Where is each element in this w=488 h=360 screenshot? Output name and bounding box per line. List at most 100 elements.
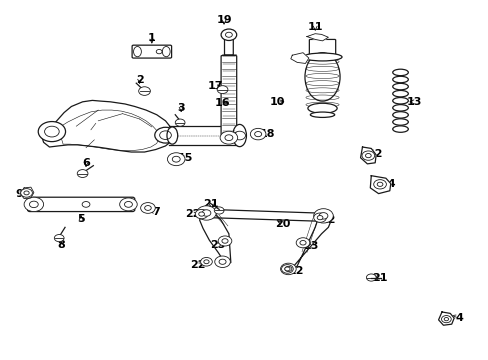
Circle shape xyxy=(299,240,305,245)
Circle shape xyxy=(175,119,184,126)
Circle shape xyxy=(285,266,291,271)
Text: 14: 14 xyxy=(380,179,395,189)
Circle shape xyxy=(214,256,230,267)
Ellipse shape xyxy=(232,125,246,147)
Ellipse shape xyxy=(310,112,334,117)
Text: 18: 18 xyxy=(260,129,275,139)
Ellipse shape xyxy=(392,119,407,125)
Ellipse shape xyxy=(305,53,339,101)
Circle shape xyxy=(155,127,176,143)
FancyBboxPatch shape xyxy=(221,55,236,135)
Circle shape xyxy=(202,210,210,216)
Circle shape xyxy=(254,131,261,137)
Circle shape xyxy=(224,135,232,141)
Text: 5: 5 xyxy=(77,215,85,224)
Text: 2: 2 xyxy=(136,75,143,85)
Ellipse shape xyxy=(392,76,407,83)
Text: 21: 21 xyxy=(203,199,219,210)
Circle shape xyxy=(144,206,151,210)
Text: 9: 9 xyxy=(15,189,23,199)
Circle shape xyxy=(313,213,326,222)
Ellipse shape xyxy=(392,84,407,90)
Circle shape xyxy=(217,86,227,94)
Text: 3: 3 xyxy=(177,103,184,113)
Text: 13: 13 xyxy=(406,97,421,107)
Circle shape xyxy=(221,29,236,41)
Circle shape xyxy=(38,122,65,141)
Polygon shape xyxy=(290,53,308,63)
Text: 17: 17 xyxy=(207,81,223,91)
Text: 21: 21 xyxy=(371,273,387,283)
Circle shape xyxy=(219,259,225,264)
Text: 22: 22 xyxy=(320,215,335,225)
Circle shape xyxy=(443,318,447,321)
Circle shape xyxy=(20,189,32,197)
Polygon shape xyxy=(306,34,328,41)
Circle shape xyxy=(214,207,224,214)
FancyBboxPatch shape xyxy=(309,40,335,58)
Polygon shape xyxy=(199,209,230,264)
Circle shape xyxy=(120,198,137,211)
Circle shape xyxy=(250,129,265,140)
Text: 19: 19 xyxy=(216,15,231,26)
Circle shape xyxy=(167,153,184,166)
Polygon shape xyxy=(20,187,34,199)
Ellipse shape xyxy=(392,69,407,76)
Circle shape xyxy=(317,216,322,220)
Text: 22: 22 xyxy=(185,209,201,219)
Circle shape xyxy=(365,153,370,158)
Circle shape xyxy=(77,170,88,177)
Circle shape xyxy=(319,213,327,219)
Circle shape xyxy=(373,180,386,189)
Polygon shape xyxy=(284,213,330,273)
Circle shape xyxy=(218,236,231,246)
Text: 1: 1 xyxy=(148,33,155,43)
Circle shape xyxy=(24,191,29,195)
Circle shape xyxy=(313,209,332,223)
Text: 15: 15 xyxy=(177,153,192,163)
Circle shape xyxy=(200,257,212,266)
Circle shape xyxy=(196,206,216,220)
Text: 16: 16 xyxy=(214,98,230,108)
Polygon shape xyxy=(369,176,390,194)
Circle shape xyxy=(222,239,227,243)
Text: 22: 22 xyxy=(190,260,205,270)
Text: 23: 23 xyxy=(209,240,225,250)
Ellipse shape xyxy=(303,53,341,61)
Text: 8: 8 xyxy=(58,240,65,250)
Circle shape xyxy=(280,263,296,275)
Ellipse shape xyxy=(162,46,170,57)
Polygon shape xyxy=(438,312,453,325)
Text: 7: 7 xyxy=(152,207,159,217)
Circle shape xyxy=(198,212,204,216)
Ellipse shape xyxy=(166,127,177,144)
Circle shape xyxy=(141,203,155,213)
Ellipse shape xyxy=(307,103,336,113)
Text: 6: 6 xyxy=(82,158,90,168)
Circle shape xyxy=(441,316,450,323)
Text: 4: 4 xyxy=(454,313,462,323)
Ellipse shape xyxy=(392,90,407,97)
Ellipse shape xyxy=(392,126,407,132)
Circle shape xyxy=(54,234,64,242)
Text: 22: 22 xyxy=(287,266,303,276)
Circle shape xyxy=(139,87,150,95)
Text: 23: 23 xyxy=(302,241,317,251)
Text: 10: 10 xyxy=(269,97,285,107)
FancyBboxPatch shape xyxy=(132,45,171,58)
FancyBboxPatch shape xyxy=(27,197,135,212)
Circle shape xyxy=(361,151,374,160)
Circle shape xyxy=(29,201,38,208)
Circle shape xyxy=(296,238,309,248)
Polygon shape xyxy=(203,210,322,221)
Circle shape xyxy=(220,131,237,144)
Circle shape xyxy=(24,197,43,212)
Polygon shape xyxy=(168,126,239,145)
Circle shape xyxy=(376,182,382,186)
Polygon shape xyxy=(42,100,173,152)
Ellipse shape xyxy=(133,46,141,57)
Circle shape xyxy=(195,210,207,219)
Circle shape xyxy=(281,265,293,273)
Text: 12: 12 xyxy=(366,149,382,159)
Text: 20: 20 xyxy=(274,219,289,229)
